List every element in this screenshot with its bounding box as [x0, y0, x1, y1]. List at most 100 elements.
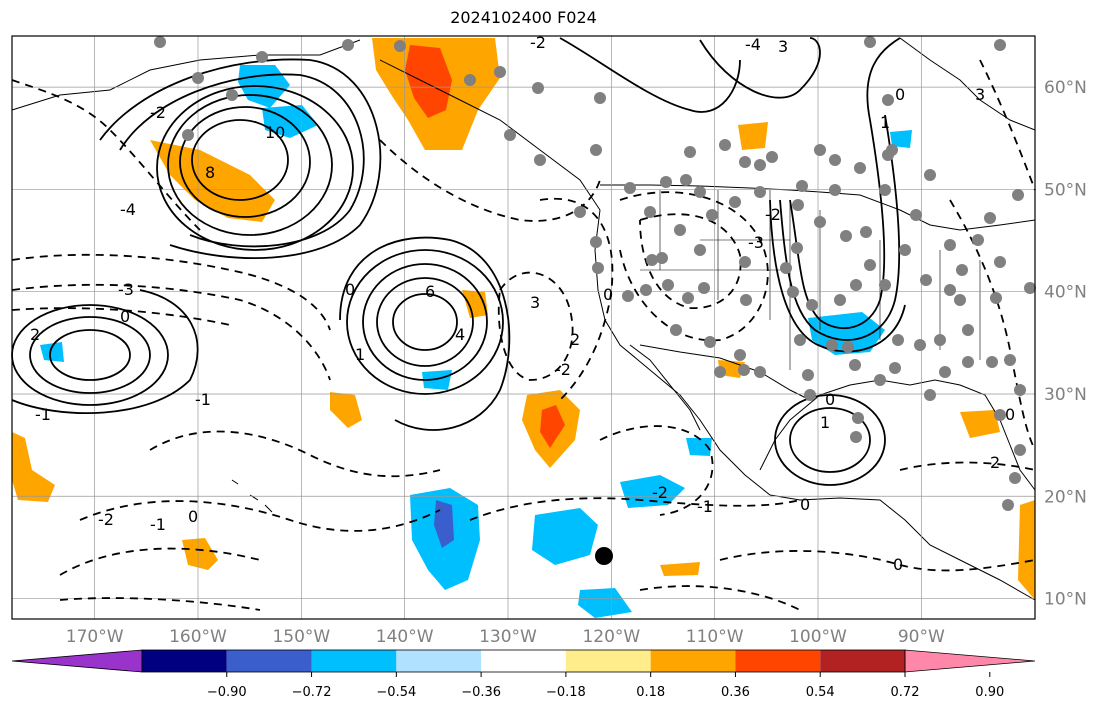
station-dot	[814, 144, 826, 156]
orange-fill-canada	[738, 122, 768, 150]
station-dot	[994, 256, 1006, 268]
contour-label: -4	[745, 35, 761, 54]
station-dot	[794, 334, 806, 346]
station-dot	[924, 169, 936, 181]
station-dot	[879, 279, 891, 291]
contour-label: -2	[765, 205, 781, 224]
station-dot	[889, 362, 901, 374]
contour-label: 3	[778, 37, 788, 56]
colorbar-outline	[141, 649, 906, 673]
orange-fill-west	[12, 432, 55, 502]
station-dot	[192, 72, 204, 84]
station-dot	[574, 206, 586, 218]
lon-tick-label: 110°W	[686, 627, 744, 647]
station-dot	[842, 341, 854, 353]
station-dot	[852, 412, 864, 424]
station-dot	[532, 82, 544, 94]
contour-bering-4	[156, 85, 354, 251]
station-dot	[806, 299, 818, 311]
contour-label: -2	[530, 33, 546, 52]
orange-fill-small-5	[660, 562, 700, 576]
contour-mexico-1	[789, 407, 871, 473]
station-dot	[739, 156, 751, 168]
station-dot	[670, 324, 682, 336]
colorbar-tick-label: −0.54	[376, 685, 416, 700]
blue-fill-tropics-3	[578, 588, 632, 618]
station-dot	[892, 334, 904, 346]
station-dot	[802, 369, 814, 381]
station-dot	[956, 264, 968, 276]
station-dot	[792, 199, 804, 211]
station-dot	[182, 129, 194, 141]
contour-label: 0	[825, 390, 835, 409]
lon-tick-label: 150°W	[272, 627, 330, 647]
colorbar-extension-low	[11, 649, 143, 673]
station-dot	[1024, 282, 1036, 294]
station-dot	[962, 356, 974, 368]
station-dot	[994, 39, 1006, 51]
lat-tick-label: 20°N	[1044, 487, 1087, 507]
contour-label: 0	[893, 555, 903, 574]
contour-label: -2	[150, 103, 166, 122]
map-panel: -2 -3 -4 -1 0 2 0 1 3 4 6 8 10 -2 -1 0 -…	[11, 33, 1036, 620]
colorbar-segment	[142, 650, 227, 672]
station-dot	[622, 290, 634, 302]
contour-label: -1	[35, 405, 51, 424]
dashed-contour-7	[59, 547, 261, 576]
station-dot	[814, 216, 826, 228]
station-dot	[766, 151, 778, 163]
station-dot	[754, 186, 766, 198]
station-dot	[740, 294, 752, 306]
station-dot	[850, 279, 862, 291]
colorbar-segment	[311, 650, 397, 672]
station-dot	[962, 324, 974, 336]
station-dot	[860, 226, 872, 238]
blue-fill-small-1	[422, 370, 452, 390]
dashed-contour-17	[59, 597, 261, 611]
hudson-bay-coast	[899, 37, 1036, 131]
dashed-contour-13	[599, 425, 714, 516]
contour-plains-2	[779, 114, 901, 341]
station-dot	[684, 146, 696, 158]
station-dot	[944, 239, 956, 251]
storm-marker	[595, 547, 613, 565]
station-dot	[682, 292, 694, 304]
contour-label: -1	[195, 390, 211, 409]
station-dot	[754, 366, 766, 378]
station-dot	[644, 206, 656, 218]
station-dot	[624, 182, 636, 194]
colorbar-segment	[650, 650, 736, 672]
station-dot	[342, 39, 354, 51]
mexico-gulf-coast	[759, 379, 1036, 491]
contour-west-2	[29, 316, 151, 394]
dashed-contour-10	[619, 191, 769, 342]
station-dot	[1012, 189, 1024, 201]
station-dot	[754, 159, 766, 171]
contour-label: -3	[748, 233, 764, 252]
baja-coast	[629, 344, 701, 431]
colorbar-extension-high	[904, 649, 1036, 673]
contour-bering-6	[99, 58, 382, 260]
colorbar: −0.90 −0.72 −0.54 −0.36 −0.18 0.18 0.36 0.54 0.7…	[11, 649, 1036, 700]
station-dot	[834, 294, 846, 306]
station-dot	[864, 259, 876, 271]
contour-label: -4	[120, 200, 136, 219]
station-dot	[738, 364, 750, 376]
contour-label: -2	[555, 360, 571, 379]
contour-plains-1	[789, 37, 901, 329]
colorbar-tick-label: 0.36	[721, 685, 750, 700]
station-dot	[910, 209, 922, 221]
station-dot	[714, 366, 726, 378]
station-dot	[874, 374, 886, 386]
dashed-contour-3	[11, 283, 331, 381]
station-dot	[829, 184, 841, 196]
contour-label: 0	[1005, 405, 1015, 424]
contour-label: 4	[455, 325, 465, 344]
map-title: 2024102400 F024	[450, 8, 597, 27]
station-dot	[990, 292, 1002, 304]
contour-west-1	[49, 329, 131, 381]
dashed-contour-5	[149, 430, 441, 478]
station-dot	[656, 252, 668, 264]
station-dot	[829, 154, 841, 166]
station-dot	[850, 431, 862, 443]
